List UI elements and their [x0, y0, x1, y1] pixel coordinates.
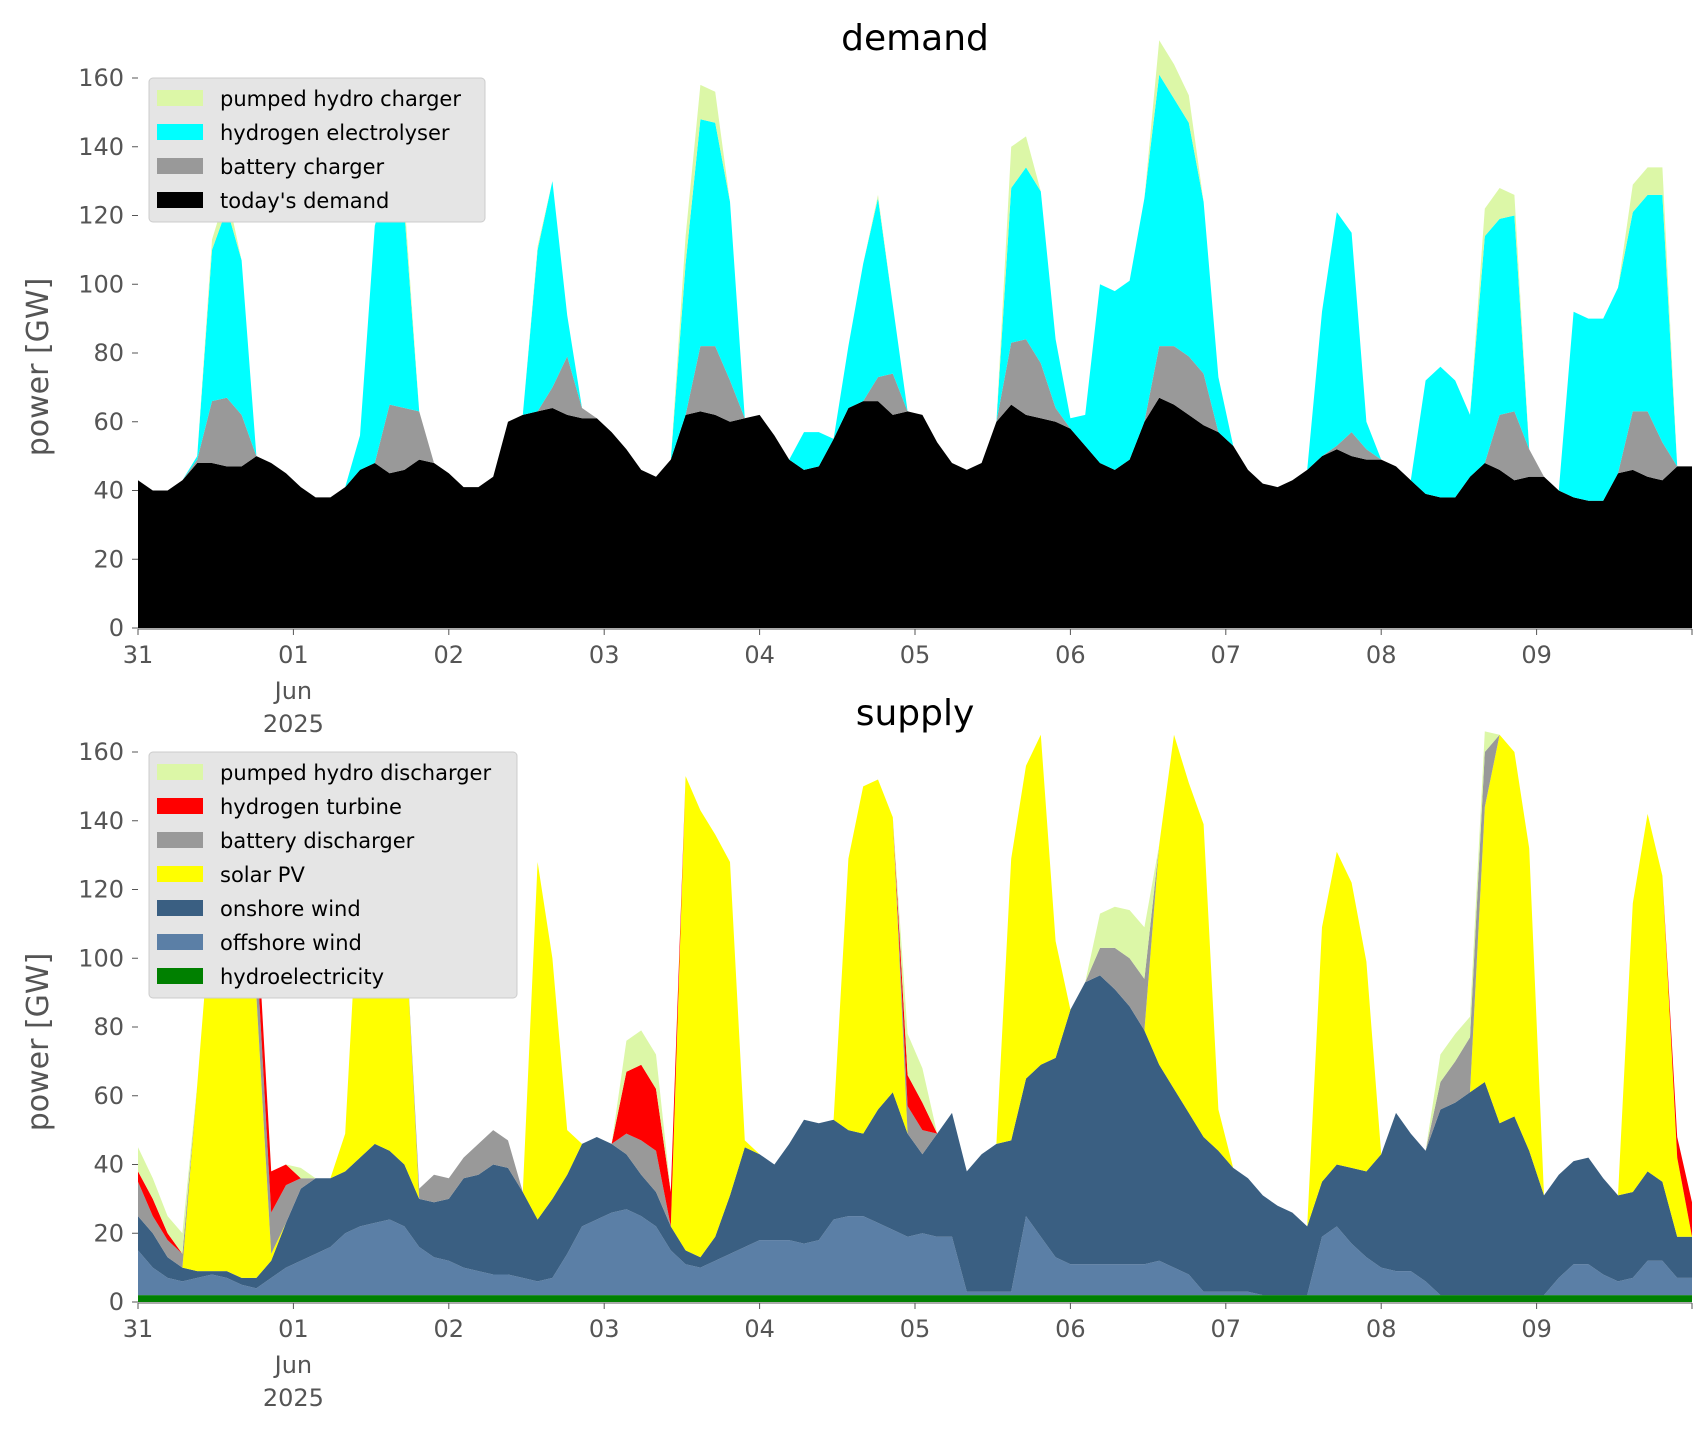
legend-swatch	[157, 934, 203, 950]
legend-label: onshore wind	[220, 897, 361, 921]
demand-legend-entry: today's demand	[157, 189, 389, 213]
legend-label: hydrogen electrolyser	[220, 121, 450, 145]
y-tick-label: 20	[93, 1219, 124, 1247]
legend-label: pumped hydro charger	[220, 87, 461, 111]
legend-label: pumped hydro discharger	[220, 761, 491, 785]
x-tick-label: 02	[434, 641, 465, 669]
legend-swatch	[157, 192, 203, 208]
demand-legend-entry: pumped hydro charger	[157, 87, 461, 111]
supply-legend-entry: offshore wind	[157, 931, 362, 955]
y-tick-label: 160	[78, 64, 124, 92]
y-tick-label: 40	[93, 1151, 124, 1179]
area-hydroelectricity	[138, 1295, 1692, 1302]
x-secondary-label: Jun	[273, 1351, 313, 1379]
x-tick-label: 01	[278, 1315, 309, 1343]
legend-swatch	[157, 798, 203, 814]
demand-title: demand	[841, 18, 989, 59]
supply-legend-entry: pumped hydro discharger	[157, 761, 491, 785]
supply-y-axis-label: power [GW]	[21, 953, 56, 1132]
x-tick-label: 31	[123, 1315, 154, 1343]
y-tick-label: 0	[109, 1288, 124, 1316]
x-tick-label: 31	[123, 641, 154, 669]
y-tick-label: 100	[78, 944, 124, 972]
legend-label: offshore wind	[220, 931, 362, 955]
area-today-s-demand	[138, 397, 1692, 628]
y-tick-label: 0	[109, 614, 124, 642]
y-tick-label: 60	[93, 1082, 124, 1110]
legend-swatch	[157, 124, 203, 140]
area-onshore-wind	[138, 975, 1692, 1296]
legend-swatch	[157, 968, 203, 984]
legend-label: hydroelectricity	[220, 965, 384, 989]
supply-legend: pumped hydro discharger hydrogen turbine…	[148, 751, 518, 999]
x-tick-label: 01	[278, 641, 309, 669]
x-tick-label: 09	[1521, 641, 1552, 669]
legend-swatch	[157, 90, 203, 106]
legend-label: battery discharger	[220, 829, 415, 853]
y-tick-label: 120	[78, 202, 124, 230]
x-secondary-label: 2025	[263, 710, 324, 738]
y-tick-label: 160	[78, 738, 124, 766]
area-solar-pv	[138, 734, 1692, 1278]
legend-swatch	[157, 158, 203, 174]
legend-swatch	[157, 764, 203, 780]
x-tick-label: 06	[1055, 641, 1086, 669]
legend-swatch	[157, 832, 203, 848]
supply-axes: 0 20 40 60 80 100 120 140 160 31 01 02 03 04 05 06 07 08 0…	[78, 738, 1693, 1412]
x-tick-label: 04	[744, 1315, 775, 1343]
x-tick-label: 07	[1211, 1315, 1242, 1343]
x-tick-label: 04	[744, 641, 775, 669]
supply-legend-frame	[148, 751, 518, 999]
x-secondary-label: Jun	[273, 677, 313, 705]
x-tick-label: 03	[589, 1315, 620, 1343]
demand-legend: pumped hydro charger hydrogen electrolys…	[148, 77, 486, 223]
demand-legend-entry: battery charger	[157, 155, 385, 179]
x-tick-label: 08	[1366, 641, 1397, 669]
area-offshore-wind	[138, 1209, 1692, 1296]
x-tick-label: 03	[589, 641, 620, 669]
y-tick-label: 20	[93, 545, 124, 573]
x-tick-label: 06	[1055, 1315, 1086, 1343]
demand-areas	[138, 40, 1692, 628]
supply-legend-entry: battery discharger	[157, 829, 415, 853]
supply-legend-entry: hydroelectricity	[157, 965, 384, 989]
legend-label: today's demand	[220, 189, 389, 213]
supply-areas	[138, 731, 1692, 1302]
x-tick-label: 02	[434, 1315, 465, 1343]
legend-swatch	[157, 866, 203, 882]
supply-panel: supply power [GW] 0204060801001201401603…	[21, 693, 1693, 1412]
y-tick-label: 80	[93, 339, 124, 367]
x-tick-label: 09	[1521, 1315, 1552, 1343]
legend-label: hydrogen turbine	[220, 795, 402, 819]
y-tick-label: 60	[93, 408, 124, 436]
y-tick-label: 140	[78, 133, 124, 161]
demand-panel: demand power [GW] 0204060801001201401603…	[21, 18, 1693, 738]
x-tick-label: 05	[900, 641, 931, 669]
supply-legend-entry: solar PV	[157, 863, 305, 887]
y-tick-label: 100	[78, 270, 124, 298]
demand-axes: 0 20 40 60 80 100 120 140 160 31 01 02 03 04 05 06 07 08 0…	[78, 64, 1693, 738]
y-tick-label: 80	[93, 1013, 124, 1041]
legend-swatch	[157, 900, 203, 916]
supply-legend-entry: onshore wind	[157, 897, 361, 921]
demand-legend-entry: hydrogen electrolyser	[157, 121, 450, 145]
demand-y-axis-label: power [GW]	[21, 278, 56, 457]
supply-title: supply	[856, 693, 975, 734]
y-tick-label: 120	[78, 876, 124, 904]
x-tick-label: 08	[1366, 1315, 1397, 1343]
demand-legend-frame	[148, 77, 486, 223]
x-secondary-label: 2025	[263, 1384, 324, 1412]
y-tick-label: 140	[78, 807, 124, 835]
legend-label: battery charger	[220, 155, 385, 179]
area-hydrogen-electrolyser	[138, 74, 1692, 501]
y-tick-label: 40	[93, 477, 124, 505]
x-tick-label: 05	[900, 1315, 931, 1343]
supply-legend-entry: hydrogen turbine	[157, 795, 402, 819]
x-tick-label: 07	[1211, 641, 1242, 669]
legend-label: solar PV	[220, 863, 305, 887]
